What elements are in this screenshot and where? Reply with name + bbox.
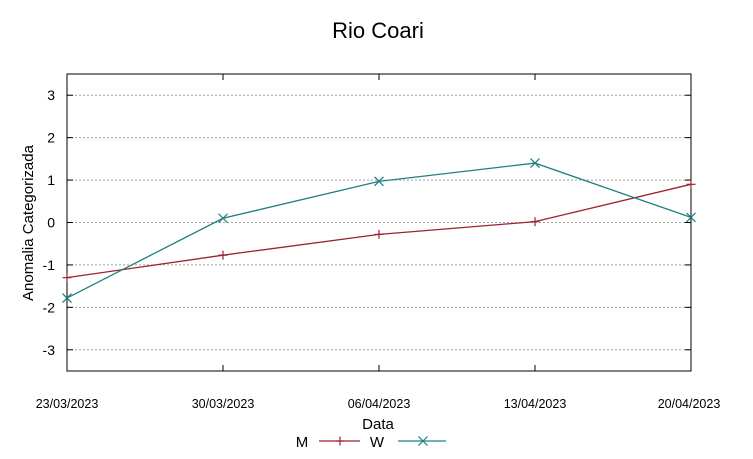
data-point-m — [686, 179, 696, 189]
x-tick-label: 13/04/2023 — [504, 397, 567, 411]
x-axis: 23/03/2023 30/03/2023 06/04/2023 13/04/2023… — [36, 74, 721, 411]
legend-marker-w — [418, 436, 428, 446]
x-tick-label: 30/03/2023 — [192, 397, 255, 411]
data-point-w — [530, 158, 540, 169]
y-tick-label: 1 — [47, 172, 55, 188]
x-tick-label: 06/04/2023 — [348, 397, 411, 411]
chart-title: Rio Coari — [332, 18, 424, 43]
y-tick-label: 0 — [47, 215, 55, 231]
grid-lines — [67, 94, 691, 351]
y-axis-label: Anomalia Categorizada — [20, 144, 37, 301]
y-tick-label: -3 — [43, 342, 56, 358]
data-point-m — [374, 229, 384, 239]
data-point-w — [686, 212, 696, 223]
data-point-m — [530, 217, 540, 227]
y-tick-label: 3 — [47, 87, 55, 103]
data-point-w — [62, 293, 72, 303]
y-tick-label: -1 — [43, 257, 56, 273]
data-point-w — [218, 213, 228, 224]
legend-label-w: W — [370, 434, 385, 451]
y-tick-label: 2 — [47, 130, 55, 146]
y-tick-label: -2 — [43, 299, 56, 315]
data-point-m — [62, 273, 72, 283]
data-point-m — [218, 250, 228, 260]
legend-marker-m — [335, 436, 345, 446]
x-tick-label: 23/03/2023 — [36, 397, 99, 411]
data-point-w — [374, 176, 384, 187]
x-tick-label: 20/04/2023 — [658, 397, 721, 411]
y-axis: 3 2 1 0 -1 -2 -3 — [43, 87, 691, 358]
legend-label-m: M — [296, 434, 309, 451]
legend: M W — [296, 434, 446, 451]
x-axis-label: Data — [362, 416, 394, 433]
series-layer — [62, 158, 696, 303]
